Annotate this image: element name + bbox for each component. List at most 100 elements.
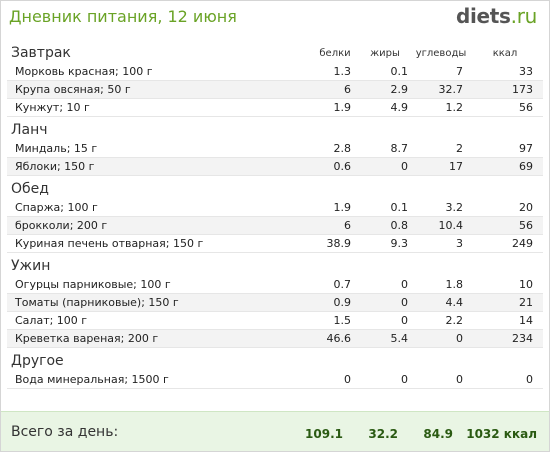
carbs-value: 3 — [456, 237, 463, 250]
fat-value: 0 — [401, 296, 408, 309]
fat-value: 0 — [401, 373, 408, 386]
fat-value: 2.9 — [390, 83, 409, 96]
logo-main: diets — [455, 4, 511, 28]
food-row: Вода минеральная; 1500 г 0 0 0 0 — [7, 371, 543, 389]
fat-value: 9.3 — [390, 237, 409, 250]
carbs-value: 4.4 — [445, 296, 464, 309]
total-kcal: 1032 ккал — [466, 427, 537, 441]
kcal-value: 249 — [512, 237, 533, 250]
meal-header: Ланч — [1, 120, 549, 140]
meals-table: Завтрак белки жиры углеводы ккал Морковь крас… — [1, 43, 549, 392]
protein-value: 0 — [344, 373, 351, 386]
protein-value: 0.7 — [333, 278, 352, 291]
carbs-value: 0 — [456, 332, 463, 345]
protein-value: 2.8 — [333, 142, 352, 155]
food-row: брокколи; 200 г 6 0.8 10.4 56 — [7, 217, 543, 235]
carbs-value: 1.8 — [445, 278, 464, 291]
kcal-value: 0 — [526, 373, 533, 386]
food-name: Томаты (парниковые); 150 г — [15, 296, 179, 309]
kcal-value: 97 — [519, 142, 533, 155]
meal-header: Другое — [1, 351, 549, 371]
food-name: Крупа овсяная; 50 г — [15, 83, 131, 96]
page-title: Дневник питания, 12 июня — [9, 7, 237, 26]
meal-header: Обед — [1, 179, 549, 199]
protein-value: 6 — [344, 83, 351, 96]
food-row: Миндаль; 15 г 2.8 8.7 2 97 — [7, 140, 543, 158]
food-row: Огурцы парниковые; 100 г 0.7 0 1.8 10 — [7, 276, 543, 294]
food-name: Морковь красная; 100 г — [15, 65, 153, 78]
fat-value: 0 — [401, 160, 408, 173]
kcal-value: 21 — [519, 296, 533, 309]
food-name: Спаржа; 100 г — [15, 201, 98, 214]
protein-value: 0.9 — [333, 296, 352, 309]
meal-name: Другое — [11, 353, 64, 369]
kcal-value: 20 — [519, 201, 533, 214]
food-row: Креветка вареная; 200 г 46.6 5.4 0 234 — [7, 330, 543, 348]
food-name: брокколи; 200 г — [15, 219, 108, 232]
kcal-value: 56 — [519, 101, 533, 114]
kcal-value: 10 — [519, 278, 533, 291]
kcal-value: 69 — [519, 160, 533, 173]
carbs-value: 17 — [449, 160, 463, 173]
kcal-value: 234 — [512, 332, 533, 345]
protein-value: 0.6 — [333, 160, 352, 173]
meal-section: Обед Спаржа; 100 г 1.9 0.1 3.2 20 брокколи; 20… — [1, 179, 549, 253]
total-protein: 109.1 — [305, 427, 343, 441]
carbs-value: 0 — [456, 373, 463, 386]
food-name: Вода минеральная; 1500 г — [15, 373, 169, 386]
meal-section: Другое Вода минеральная; 1500 г 0 0 0 0 — [1, 351, 549, 389]
carbs-value: 7 — [456, 65, 463, 78]
totals-label: Всего за день: — [11, 424, 119, 440]
header: Дневник питания, 12 июня diets.ru — [1, 1, 549, 35]
meal-section: Ланч Миндаль; 15 г 2.8 8.7 2 97 Яблоки; 150 г 0… — [1, 120, 549, 176]
protein-value: 46.6 — [326, 332, 352, 345]
protein-value: 6 — [344, 219, 351, 232]
food-row: Яблоки; 150 г 0.6 0 17 69 — [7, 158, 543, 176]
fat-value: 4.9 — [390, 101, 409, 114]
logo-tld: .ru — [510, 4, 538, 28]
meal-header: Завтрак белки жиры углеводы ккал — [1, 43, 549, 63]
kcal-value: 14 — [519, 314, 533, 327]
meal-name: Обед — [11, 181, 49, 197]
meal-header: Ужин — [1, 256, 549, 276]
protein-value: 1.3 — [333, 65, 352, 78]
fat-value: 0.1 — [390, 201, 409, 214]
food-row: Кунжут; 10 г 1.9 4.9 1.2 56 — [7, 99, 543, 117]
meal-section: Ужин Огурцы парниковые; 100 г 0.7 0 1.8 10 Том… — [1, 256, 549, 348]
kcal-value: 33 — [519, 65, 533, 78]
food-row: Томаты (парниковые); 150 г 0.9 0 4.4 21 — [7, 294, 543, 312]
total-carbs: 84.9 — [423, 427, 453, 441]
food-name: Яблоки; 150 г — [15, 160, 95, 173]
kcal-value: 173 — [512, 83, 533, 96]
protein-value: 38.9 — [326, 237, 352, 250]
food-name: Миндаль; 15 г — [15, 142, 98, 155]
meal-name: Ланч — [11, 122, 48, 138]
column-header-carbs: углеводы — [415, 48, 467, 59]
fat-value: 0.8 — [390, 219, 409, 232]
food-row: Спаржа; 100 г 1.9 0.1 3.2 20 — [7, 199, 543, 217]
carbs-value: 1.2 — [445, 101, 464, 114]
food-name: Салат; 100 г — [15, 314, 88, 327]
food-name: Огурцы парниковые; 100 г — [15, 278, 171, 291]
protein-value: 1.9 — [333, 101, 352, 114]
fat-value: 0 — [401, 278, 408, 291]
food-row: Морковь красная; 100 г 1.3 0.1 7 33 — [7, 63, 543, 81]
carbs-value: 10.4 — [438, 219, 464, 232]
carbs-value: 2 — [456, 142, 463, 155]
kcal-value: 56 — [519, 219, 533, 232]
meal-section: Завтрак белки жиры углеводы ккал Морковь крас… — [1, 43, 549, 117]
carbs-value: 32.7 — [438, 83, 464, 96]
food-row: Куриная печень отварная; 150 г 38.9 9.3 3 24… — [7, 235, 543, 253]
carbs-value: 2.2 — [445, 314, 464, 327]
column-header-fat: жиры — [370, 48, 400, 59]
meal-name: Завтрак — [11, 45, 71, 61]
meal-name: Ужин — [11, 258, 51, 274]
fat-value: 8.7 — [390, 142, 409, 155]
fat-value: 5.4 — [390, 332, 409, 345]
site-logo[interactable]: diets.ru — [456, 4, 537, 28]
carbs-value: 3.2 — [445, 201, 464, 214]
food-name: Креветка вареная; 200 г — [15, 332, 159, 345]
column-header-protein: белки — [319, 48, 351, 59]
protein-value: 1.9 — [333, 201, 352, 214]
daily-totals: Всего за день: 109.1 32.2 84.9 1032 ккал — [1, 411, 549, 451]
